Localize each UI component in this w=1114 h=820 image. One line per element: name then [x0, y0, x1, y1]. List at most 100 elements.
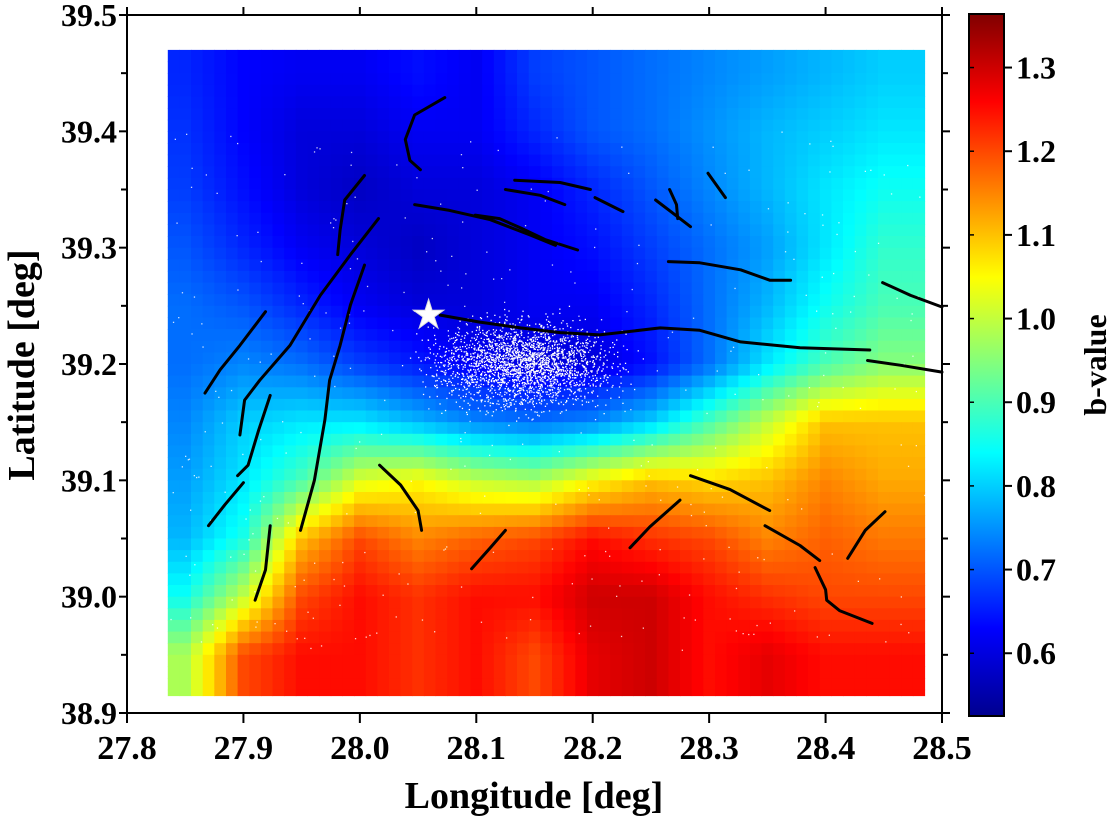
heatmap-cell — [784, 201, 797, 214]
heatmap-cell — [528, 49, 541, 63]
seismicity-point — [558, 343, 560, 345]
heatmap-cell — [365, 445, 378, 458]
heatmap-cell — [784, 526, 797, 540]
heatmap-cell — [354, 619, 367, 633]
seismicity-point — [483, 338, 485, 341]
heatmap-cell — [237, 108, 250, 121]
heatmap-cell — [843, 678, 856, 691]
heatmap-cell — [167, 643, 180, 656]
heatmap-cell — [365, 270, 378, 284]
seismicity-point — [524, 382, 527, 385]
heatmap-cell — [505, 643, 518, 656]
heatmap-cell — [272, 259, 285, 272]
heatmap-cell — [517, 154, 530, 167]
heatmap-cell — [517, 108, 530, 121]
heatmap-cell — [610, 282, 623, 295]
heatmap-cell — [365, 398, 378, 412]
heatmap-cell — [237, 550, 250, 563]
heatmap-cell — [831, 643, 844, 656]
heatmap-cell — [389, 503, 402, 516]
heatmap-cell — [493, 468, 506, 481]
heatmap-cell — [202, 678, 215, 691]
heatmap-cell — [435, 189, 448, 202]
heatmap-cell — [284, 445, 297, 458]
heatmap-cell — [773, 457, 786, 470]
heatmap-cell — [912, 143, 926, 156]
heatmap-cell — [889, 538, 902, 551]
heatmap-cell — [354, 468, 367, 481]
seismicity-point — [538, 399, 540, 401]
heatmap-cell — [179, 364, 192, 377]
heatmap-cell — [528, 247, 541, 260]
seismicity-point — [527, 391, 529, 393]
heatmap-cell — [831, 631, 844, 644]
seismicity-point — [604, 350, 606, 352]
seismicity-point — [519, 402, 521, 405]
heatmap-cell — [552, 445, 565, 458]
heatmap-cell — [458, 526, 471, 540]
heatmap-cell — [447, 398, 460, 412]
heatmap-cell — [598, 526, 611, 540]
heatmap-cell — [423, 340, 437, 353]
seismicity-point — [545, 369, 548, 371]
heatmap-cell — [389, 282, 402, 295]
heatmap-cell — [552, 550, 565, 563]
heatmap-cell — [645, 201, 658, 214]
heatmap-cell — [167, 247, 180, 260]
heatmap-cell — [493, 189, 506, 202]
heatmap-cell — [400, 689, 413, 697]
heatmap-cell — [563, 387, 576, 400]
heatmap-cell — [389, 375, 402, 388]
seismicity-point — [526, 363, 528, 365]
heatmap-cell — [843, 375, 856, 388]
heatmap-cell — [470, 166, 483, 179]
seismicity-point — [517, 348, 519, 351]
heatmap-cell — [365, 259, 378, 272]
heatmap-cell — [458, 666, 471, 679]
heatmap-cell — [738, 654, 751, 667]
heatmap-cell — [691, 643, 704, 656]
heatmap-cell — [505, 503, 518, 516]
heatmap-cell — [214, 224, 227, 237]
heatmap-cell — [482, 596, 495, 609]
heatmap-cell — [808, 236, 821, 249]
seismicity-point — [509, 397, 511, 400]
heatmap-cell — [540, 247, 553, 260]
heatmap-cell — [307, 259, 320, 272]
seismicity-point — [517, 376, 519, 378]
heatmap-cell — [715, 526, 728, 540]
seismicity-point — [517, 384, 519, 387]
heatmap-cell — [773, 108, 786, 121]
heatmap-cell — [703, 143, 716, 156]
seismicity-point — [568, 358, 570, 360]
heatmap-cell — [319, 538, 332, 551]
seismicity-point — [488, 381, 490, 383]
heatmap-cell — [237, 201, 250, 214]
heatmap-cell — [389, 666, 402, 679]
seismicity-point — [588, 383, 590, 385]
seismicity-point — [495, 379, 497, 381]
heatmap-cell — [738, 619, 751, 633]
heatmap-cell — [179, 201, 192, 214]
heatmap-cell — [260, 73, 274, 86]
seismicity-point — [568, 305, 571, 307]
seismicity-point — [506, 370, 508, 372]
heatmap-cell — [680, 340, 693, 353]
heatmap-cell — [586, 177, 600, 191]
seismicity-point — [527, 383, 530, 385]
heatmap-cell — [365, 526, 378, 540]
heatmap-cell — [621, 678, 634, 691]
seismicity-point — [539, 387, 541, 390]
heatmap-cell — [295, 305, 308, 318]
heatmap-cell — [738, 224, 751, 237]
heatmap-cell — [412, 654, 425, 667]
heatmap-cell — [854, 585, 867, 598]
heatmap-cell — [272, 422, 285, 435]
heatmap-cell — [586, 561, 600, 574]
heatmap-cell — [586, 422, 600, 435]
seismicity-point — [510, 328, 512, 330]
heatmap-cell — [831, 666, 844, 679]
heatmap-cell — [808, 410, 821, 423]
seismicity-point — [536, 354, 539, 356]
heatmap-cell — [889, 445, 902, 458]
